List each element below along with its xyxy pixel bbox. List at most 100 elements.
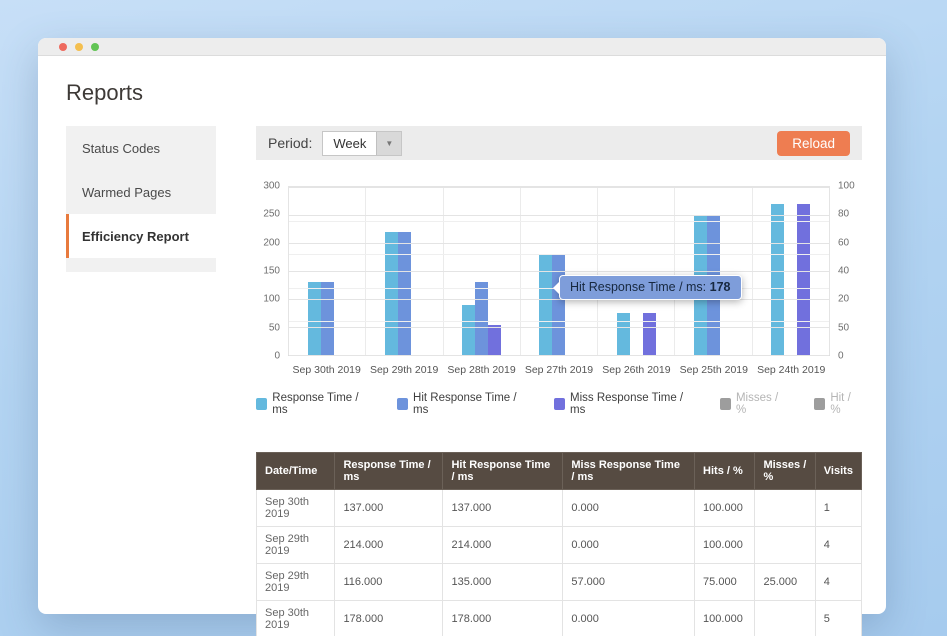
table-cell: Sep 30th 2019	[255, 489, 336, 527]
bar-slot	[384, 187, 398, 355]
bar-hit-response-time-ms[interactable]	[320, 282, 334, 355]
main-panel: Period: Week ▼ Reload 300 250 200 150 100 50 0…	[255, 126, 863, 636]
table-cell: 137.000	[334, 489, 444, 527]
page-title: Reports	[66, 80, 144, 105]
y-axis-left-tick: 250	[263, 208, 280, 220]
legend-item-misses[interactable]: Misses / %	[719, 392, 788, 416]
chart-legend: Response Time / ms Hit Response Time / ms…	[256, 392, 862, 416]
table-header-cell: Hit Response Time / ms	[442, 452, 564, 490]
gridline	[289, 271, 829, 272]
app-window: Reports Status Codes Warmed Pages Efficien…	[38, 38, 886, 636]
content-layout: Status Codes Warmed Pages Efficiency Repor…	[38, 126, 886, 636]
tooltip-label: Hit Response Time / ms:	[570, 280, 707, 294]
y-axis-left-tick: 150	[263, 265, 280, 277]
table-cell: Sep 29th 2019	[255, 526, 336, 564]
close-window-button[interactable]	[59, 42, 67, 51]
table-row: Sep 29th 2019 214.000 214.000 0.000 100.000 4	[255, 526, 863, 564]
legend-marker-icon	[553, 398, 565, 410]
bar-miss-response-time-ms[interactable]	[642, 313, 656, 355]
y-axis-left-tick: 100	[263, 293, 280, 305]
bar-response-time-ms[interactable]	[771, 203, 785, 355]
legend-marker-icon	[396, 398, 409, 410]
period-label: Period:	[268, 135, 313, 151]
x-axis-label: Sep 28th 2019	[447, 364, 516, 376]
table-cell: 0.000	[562, 526, 696, 564]
bar-miss-response-time-ms[interactable]	[488, 325, 502, 355]
bar-hit-response-time-ms[interactable]	[475, 282, 489, 355]
legend-label: Response Time / ms	[272, 392, 359, 416]
sidebar: Status Codes Warmed Pages Efficiency Repor…	[66, 126, 216, 272]
table-cell: 100.000	[694, 489, 756, 527]
table-cell: 116.000	[334, 563, 444, 601]
table-cell: Sep 30th 2019	[255, 600, 336, 636]
bar-slot	[771, 187, 785, 355]
table-cell: 100.000	[694, 600, 756, 636]
maximize-window-button[interactable]	[91, 42, 99, 51]
x-axis-label: Sep 27th 2019	[524, 364, 594, 376]
table-row: Sep 29th 2019 116.000 135.000 57.000 75.000 2…	[255, 563, 863, 601]
bar-response-time-ms[interactable]	[462, 304, 476, 355]
sidebar-item-warmed-pages[interactable]: Warmed Pages	[82, 184, 172, 200]
table-row: Sep 30th 2019 137.000 137.000 0.000 100.000 1	[255, 489, 863, 527]
x-axis-label: Sep 26th 2019	[602, 364, 671, 376]
gridline	[289, 187, 829, 188]
bar-miss-response-time-ms[interactable]	[797, 203, 811, 355]
table-header-cell: Hits / %	[694, 452, 756, 490]
bar-slot	[642, 187, 656, 355]
sidebar-item-status-codes[interactable]: Status Codes	[82, 140, 161, 156]
legend-item-response-time-ms[interactable]: Response Time / ms	[256, 392, 371, 416]
efficiency-table: Date/Time Response Time / ms Hit Response …	[255, 452, 863, 636]
table-cell: Sep 29th 2019	[255, 563, 336, 601]
bar-slot	[616, 187, 630, 355]
chart-plot-area: Hit Response Time / ms: 178	[288, 186, 830, 356]
gridline	[289, 215, 829, 216]
legend-item-hit[interactable]: Hit / %	[814, 392, 862, 416]
period-select[interactable]: Week ▼	[322, 130, 403, 156]
bar-slot	[397, 187, 411, 355]
legend-marker-icon	[256, 398, 268, 410]
y-axis-right-tick: 0	[838, 350, 844, 362]
tooltip-value: 178	[709, 280, 731, 294]
bar-slot	[462, 187, 476, 355]
table-row: Sep 30th 2019 178.000 178.000 0.000 100.000 5	[255, 600, 863, 636]
gridline	[289, 243, 829, 244]
y-axis-right-tick: 60	[838, 237, 850, 249]
y-axis-left-tick: 200	[263, 237, 280, 249]
table-cell: 4	[814, 563, 863, 601]
bar-groups	[289, 187, 829, 355]
table-cell: 57.000	[562, 563, 696, 601]
efficiency-chart: 300 250 200 150 100 50 0 Hit Response Time / m…	[256, 181, 862, 416]
table-header-row: Date/Time Response Time / ms Hit Response …	[255, 452, 863, 490]
bar-response-time-ms[interactable]	[539, 255, 553, 355]
sidebar-item-efficiency-report[interactable]: Efficiency Report	[66, 214, 216, 258]
bar-response-time-ms[interactable]	[384, 231, 398, 355]
table-cell: 25.000	[754, 563, 816, 601]
table-header-cell: Visits	[814, 452, 863, 490]
table-cell: 137.000	[442, 489, 564, 527]
reload-button[interactable]: Reload	[777, 130, 850, 156]
y-axis-left: 300 250 200 150 100 50 0	[256, 181, 288, 362]
table-cell: 5	[814, 600, 863, 636]
bar-hit-response-time-ms[interactable]	[397, 231, 411, 355]
y-axis-right-tick: 50	[838, 322, 850, 334]
y-axis-left-tick: 0	[274, 350, 280, 362]
gridline	[289, 355, 829, 356]
legend-item-miss-response-time-ms[interactable]: Miss Response Time / ms	[553, 392, 694, 416]
bar-response-time-ms[interactable]	[616, 313, 630, 355]
y-axis-left-tick: 300	[263, 180, 280, 192]
y-axis-right-tick: 100	[838, 180, 855, 192]
table-header-cell: Response Time / ms	[334, 452, 444, 490]
table-cell: 0.000	[562, 489, 696, 527]
table-cell: 178.000	[334, 600, 444, 636]
bar-slot	[320, 187, 334, 355]
x-axis-label: Sep 29th 2019	[369, 364, 439, 376]
table-cell	[754, 489, 816, 527]
gridline-secondary	[289, 254, 829, 256]
legend-item-hit-response-time-ms[interactable]: Hit Response Time / ms	[396, 392, 528, 416]
minimize-window-button[interactable]	[75, 42, 83, 51]
table-cell: 75.000	[694, 563, 756, 601]
window-titlebar	[38, 38, 886, 56]
legend-label: Hit Response Time / ms	[413, 392, 517, 416]
bar-response-time-ms[interactable]	[307, 282, 321, 355]
y-axis-left-tick: 50	[268, 322, 280, 334]
